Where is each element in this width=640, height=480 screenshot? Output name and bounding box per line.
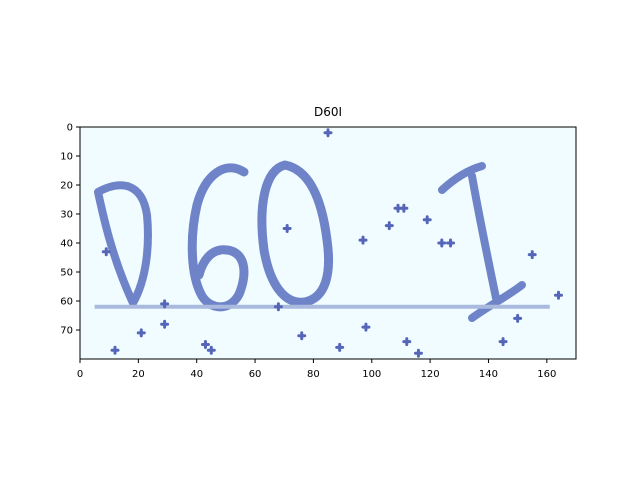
noise-point <box>200 340 210 349</box>
noise-layer <box>101 128 563 358</box>
y-tick-label: 50 <box>60 268 73 279</box>
noise-point <box>446 238 456 248</box>
noise-point <box>297 331 307 341</box>
captcha-digit-0 <box>257 160 334 307</box>
noise-point <box>273 302 283 312</box>
noise-point <box>399 203 409 213</box>
y-tick-label: 40 <box>60 239 73 250</box>
x-tick-label: 40 <box>190 369 203 380</box>
x-tick-label: 0 <box>77 369 83 380</box>
x-tick-label: 140 <box>479 369 498 380</box>
noise-point <box>513 313 523 323</box>
x-axis: 0 20 40 60 80 100 120 140 160 <box>77 359 556 380</box>
chart-title: D60I <box>314 105 342 119</box>
noise-point <box>323 128 333 138</box>
y-tick-label: 10 <box>60 152 73 163</box>
plot-area <box>79 126 577 360</box>
y-tick-label: 20 <box>60 181 73 192</box>
noise-point <box>498 337 508 347</box>
x-tick-label: 100 <box>362 369 381 380</box>
noise-point <box>335 342 345 352</box>
noise-point <box>402 337 412 347</box>
y-tick-label: 70 <box>60 326 73 337</box>
noise-point <box>160 319 170 329</box>
x-tick-label: 160 <box>537 369 556 380</box>
y-tick-label: 30 <box>60 210 73 221</box>
noise-point <box>413 348 423 358</box>
noise-point <box>110 345 120 355</box>
y-axis: 0 10 20 30 40 50 60 70 <box>60 123 80 337</box>
y-tick-label: 60 <box>60 297 73 308</box>
noise-point <box>282 224 292 233</box>
noise-point <box>437 238 447 248</box>
noise-point <box>422 215 432 225</box>
noise-point <box>160 299 170 309</box>
x-tick-label: 120 <box>421 369 440 380</box>
x-tick-label: 80 <box>307 369 320 380</box>
captcha-letter-i <box>438 162 526 322</box>
noise-point <box>361 322 371 332</box>
noise-point <box>136 328 146 338</box>
noise-point <box>527 250 537 260</box>
noise-point <box>553 290 563 300</box>
x-tick-label: 60 <box>249 369 262 380</box>
noise-point <box>384 221 394 231</box>
captcha-letter-d <box>94 181 152 307</box>
x-tick-label: 20 <box>132 369 145 380</box>
noise-point <box>206 345 216 355</box>
y-tick-label: 0 <box>67 123 73 134</box>
noise-point <box>101 247 111 257</box>
noise-point <box>358 235 368 245</box>
